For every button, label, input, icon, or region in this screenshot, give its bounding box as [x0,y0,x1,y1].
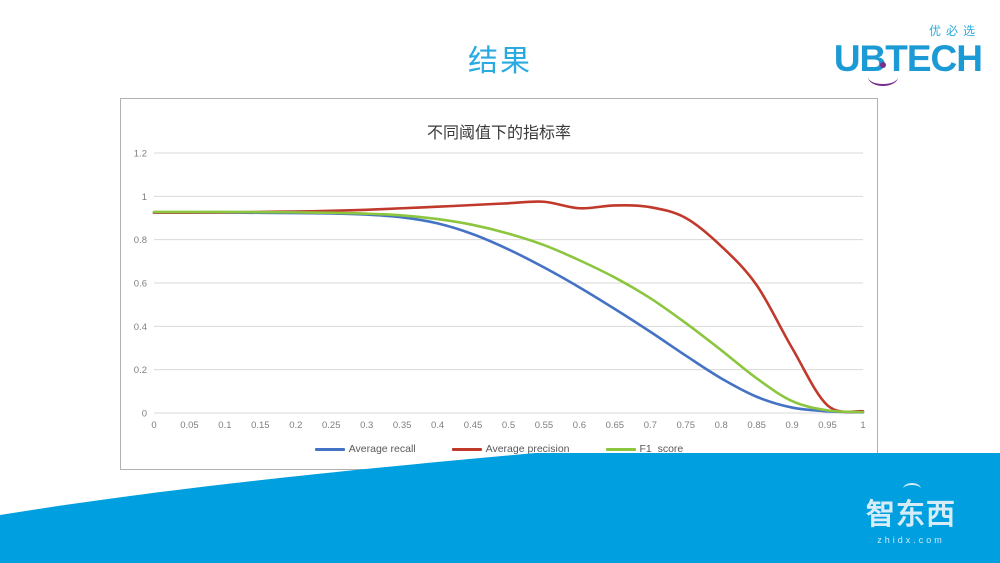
y-axis-tick-label: 0.8 [134,235,147,246]
chart-container: 不同阈值下的指标率 0 0.2 0.4 0.6 0.8 1 1.2 0 0.05 0.1 0.15… [120,98,878,470]
x-axis-tick-label: 0.55 [535,420,554,431]
legend-color-swatch [314,447,345,451]
x-axis-tick-label: 0.35 [393,420,412,431]
page-title: 结果 [468,44,532,79]
legend-item[interactable]: Average recall [314,443,416,455]
chart-legend: Average recall Average precision F1_score [121,443,877,455]
x-axis-tick-label: 0.05 [180,420,199,431]
y-axis-tick-label: 0 [142,409,147,420]
x-axis-tick-label: 0.1 [218,420,231,431]
series-line [152,211,865,414]
y-axis-tick-label: 0.6 [134,279,147,290]
y-axis-tick-label: 0.2 [134,365,147,376]
x-axis-tick-label: 0.7 [644,420,657,431]
x-axis-tick-label: 0.75 [677,420,696,431]
brand-english-name: UBTECH [833,38,983,79]
x-axis-tick-label: 1 [860,420,865,431]
series-line [152,210,865,414]
legend-label: Average recall [348,443,416,455]
chart-y-axis-labels: 0 0.2 0.4 0.6 0.8 1 1.2 [134,149,147,420]
legend-label: F1_score [639,443,684,455]
brand-chinese-name: 优必选 [928,24,980,38]
x-axis-tick-label: 0.85 [747,420,766,431]
legend-item[interactable]: F1_score [605,443,684,455]
x-axis-tick-label: 0.45 [464,420,483,431]
chart-title: 不同阈值下的指标率 [426,123,571,142]
legend-color-swatch [451,447,482,451]
chart-series-lines [152,200,865,414]
chart-plot: 0 0.2 0.4 0.6 0.8 1 1.2 0 0.05 0.1 0.15 0.2 0.25 0.3… [134,149,866,432]
chart-gridlines [154,152,863,414]
y-axis-tick-label: 0.4 [134,322,147,333]
y-axis-tick-label: 1 [142,192,147,203]
watermark-domain-text: zhidx.com [877,535,945,545]
logo-smile-icon [868,68,898,86]
x-axis-tick-label: 0.8 [715,420,728,431]
x-axis-tick-label: 0.25 [322,420,341,431]
legend-item[interactable]: Average precision [451,443,570,455]
x-axis-tick-label: 0.5 [502,420,515,431]
x-axis-tick-label: 0.4 [431,420,444,431]
y-axis-tick-label: 1.2 [134,149,147,160]
x-axis-tick-label: 0.3 [360,420,373,431]
x-axis-tick-label: 0.2 [289,420,302,431]
x-axis-tick-label: 0.6 [573,420,586,431]
logo-dot-icon [880,62,886,68]
legend-color-swatch [605,447,636,451]
x-axis-tick-label: 0.9 [785,420,798,431]
wifi-antenna-icon [903,483,921,495]
legend-label: Average precision [485,443,570,455]
x-axis-tick-label: 0.95 [818,420,837,431]
chart-x-axis-labels: 0 0.05 0.1 0.15 0.2 0.25 0.3 0.35 0.4 0.45 0.5 0.55… [151,420,865,431]
x-axis-tick-label: 0 [151,420,156,431]
x-axis-tick-label: 0.15 [251,420,270,431]
zhidx-watermark: 智东西 zhidx.com [846,483,976,545]
watermark-chinese-text: 智东西 [865,497,956,531]
x-axis-tick-label: 0.65 [606,420,625,431]
ubtech-logo: 优必选 UBTECH [802,22,983,86]
bottom-wave-decoration [0,453,1000,563]
